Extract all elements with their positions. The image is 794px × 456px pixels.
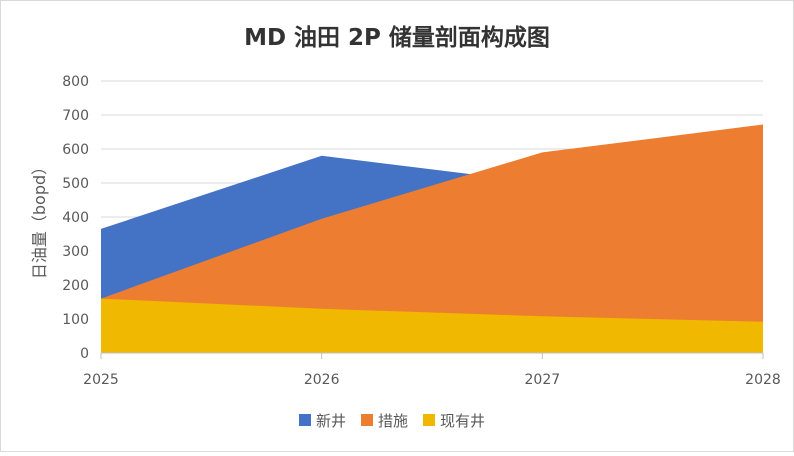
legend-label: 新井 — [316, 412, 346, 430]
area-series-2 — [101, 298, 763, 353]
y-tick-label: 400 — [62, 210, 89, 226]
x-tick-label: 2026 — [304, 372, 340, 388]
legend-swatch — [299, 414, 311, 426]
y-tick-label: 600 — [62, 142, 89, 158]
area-series — [101, 124, 763, 354]
area-series-1 — [101, 124, 763, 354]
legend-label: 措施 — [378, 412, 408, 430]
legend-label: 现有井 — [440, 412, 485, 430]
legend: 新井 措施 现有井 — [299, 412, 485, 430]
legend-swatch — [361, 414, 373, 426]
y-tick-label: 700 — [62, 108, 89, 124]
x-tick-label: 2028 — [745, 372, 781, 388]
y-tick-label: 500 — [62, 176, 89, 192]
y-tick-label: 800 — [62, 74, 89, 90]
legend-swatch — [423, 414, 435, 426]
y-tick-label: 0 — [80, 346, 89, 362]
y-tick-label: 100 — [62, 312, 89, 328]
y-axis-label: 日油量（bopd） — [30, 159, 49, 279]
y-tick-label: 300 — [62, 244, 89, 260]
y-tick-label: 200 — [62, 278, 89, 294]
x-tick-label: 2027 — [525, 372, 561, 388]
y-ticks: 0 100 200 300 400 500 600 700 800 — [62, 74, 89, 362]
chart-title: MD 油田 2P 储量剖面构成图 — [244, 24, 550, 51]
x-ticks: 2025 2026 2027 2028 — [83, 372, 781, 388]
x-tick-label: 2025 — [83, 372, 119, 388]
axes — [100, 352, 764, 359]
